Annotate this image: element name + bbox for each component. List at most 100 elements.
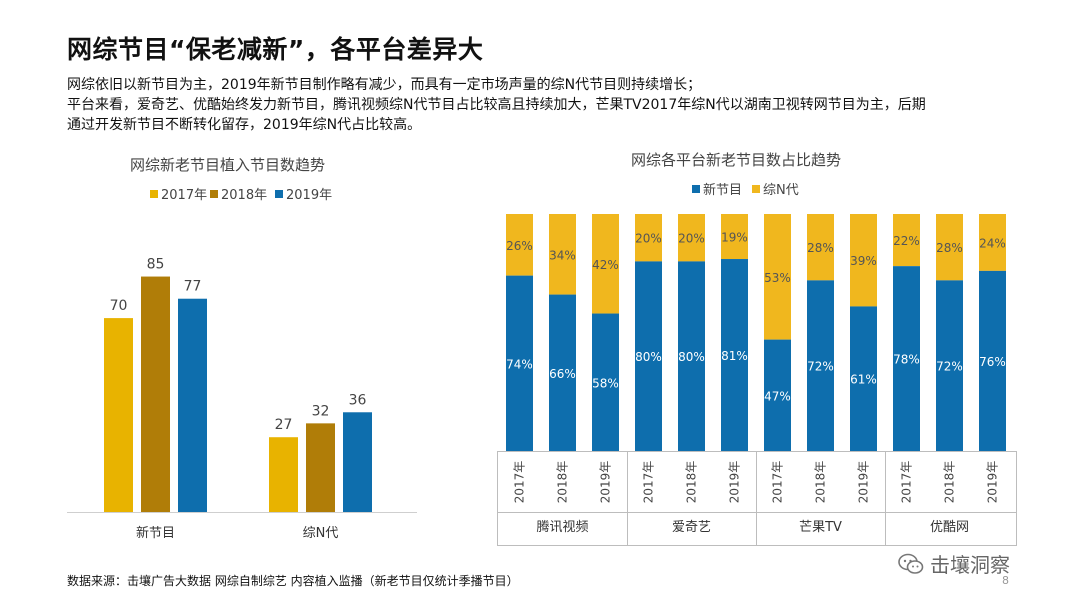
year-label: 2019年 <box>599 461 613 504</box>
year-label: 2018年 <box>556 461 570 504</box>
data-label: 34% <box>549 248 576 262</box>
data-label: 77 <box>184 279 202 295</box>
bar-segment-old <box>893 214 920 267</box>
data-label: 74% <box>506 357 533 371</box>
bar <box>306 423 335 512</box>
data-label: 36 <box>349 392 367 408</box>
chart2-title: 网综各平台新老节目数占比趋势 <box>631 151 842 169</box>
year-label: 2017年 <box>771 461 785 504</box>
data-label: 47% <box>764 389 791 403</box>
group-label: 腾讯视频 <box>536 519 588 535</box>
data-label: 26% <box>506 239 533 253</box>
bar-segment-old <box>936 214 963 281</box>
legend-label: 新节目 <box>703 182 742 198</box>
footer-source: 数据来源：击壤广告大数据 网综自制综艺 内容植入监播（新老节目仅统计季播节目） <box>67 574 519 588</box>
data-label: 53% <box>764 271 791 285</box>
legend-swatch <box>275 190 283 198</box>
bar-segment-new <box>592 313 619 451</box>
year-label: 2019年 <box>728 461 742 504</box>
page-number: 8 <box>1002 574 1009 587</box>
bar-segment-new <box>936 280 963 451</box>
data-label: 42% <box>592 258 619 272</box>
data-label: 78% <box>893 353 920 367</box>
year-label: 2019年 <box>986 461 1000 504</box>
wechat-icon <box>898 553 924 574</box>
category-label: 综N代 <box>303 526 339 541</box>
bar-segment-new <box>979 270 1006 451</box>
bar <box>178 298 207 512</box>
legend-label: 2017年 <box>161 188 207 203</box>
legend-label: 2019年 <box>286 188 332 203</box>
legend-label: 2018年 <box>221 188 267 203</box>
bar <box>269 437 298 512</box>
data-label: 28% <box>936 241 963 255</box>
watermark: 击壤洞察 <box>898 549 1010 578</box>
bar <box>104 318 133 512</box>
legend-swatch <box>752 185 760 193</box>
group-label: 爱奇艺 <box>672 519 711 535</box>
data-label: 19% <box>721 231 748 245</box>
bar-segment-old <box>979 214 1006 271</box>
bar <box>141 276 170 512</box>
bar-segment-old <box>506 214 533 276</box>
year-label: 2018年 <box>814 461 828 504</box>
bar-segment-old <box>678 214 705 262</box>
intro-line: 通过开发新节目不断转化留存，2019年综N代占比较高。 <box>67 117 422 133</box>
data-label: 76% <box>979 355 1006 369</box>
data-label: 72% <box>807 360 834 374</box>
data-label: 72% <box>936 360 963 374</box>
intro-line: 网综依旧以新节目为主，2019年新节目制作略有减少，而具有一定市场声量的综N代节… <box>67 77 702 93</box>
data-label: 66% <box>549 367 576 381</box>
bar-segment-old <box>592 214 619 314</box>
data-label: 20% <box>678 232 705 246</box>
legend-swatch <box>692 185 700 193</box>
category-label: 新节目 <box>136 525 175 541</box>
year-label: 2017年 <box>513 461 527 504</box>
group-label: 优酷网 <box>930 520 969 535</box>
data-label: 28% <box>807 241 834 255</box>
data-label: 24% <box>979 236 1006 250</box>
data-label: 80% <box>678 350 705 364</box>
bar-segment-new <box>678 261 705 451</box>
data-label: 20% <box>635 232 662 246</box>
year-label: 2017年 <box>900 461 914 504</box>
bar-segment-new <box>764 339 791 451</box>
bar-segment-new <box>721 259 748 451</box>
bar-segment-old <box>635 214 662 262</box>
bar-segment-new <box>850 306 877 451</box>
data-label: 70 <box>110 298 128 314</box>
legend-label: 综N代 <box>763 183 799 198</box>
bar-segment-old <box>850 214 877 307</box>
bar-segment-old <box>807 214 834 281</box>
legend-swatch <box>210 190 218 198</box>
year-label: 2018年 <box>943 461 957 504</box>
bar-segment-old <box>549 214 576 295</box>
bar-segment-new <box>506 275 533 451</box>
data-label: 81% <box>721 349 748 363</box>
bar-segment-new <box>635 261 662 451</box>
intro-line: 平台来看，爱奇艺、优酷始终发力新节目，腾讯视频综N代节目占比较高且持续加大，芒果… <box>67 97 926 113</box>
bar-segment-old <box>721 214 748 260</box>
chart1-title: 网综新老节目植入节目数趋势 <box>130 156 326 174</box>
intro-text: 网综依旧以新节目为主，2019年新节目制作略有减少，而具有一定市场声量的综N代节… <box>67 75 1057 135</box>
page-title: 网综节目“保老减新”，各平台差异大 <box>67 35 484 64</box>
bar-segment-old <box>764 214 791 340</box>
data-label: 85 <box>147 257 165 273</box>
watermark-text: 击壤洞察 <box>930 553 1010 577</box>
bar-segment-new <box>893 266 920 451</box>
year-label: 2017年 <box>642 461 656 504</box>
year-label: 2019年 <box>857 461 871 504</box>
data-label: 80% <box>635 350 662 364</box>
legend-swatch <box>150 190 158 198</box>
data-label: 61% <box>850 373 877 387</box>
data-label: 27 <box>275 417 293 433</box>
data-label: 22% <box>893 234 920 248</box>
data-label: 39% <box>850 254 877 268</box>
bar-segment-new <box>549 294 576 451</box>
bar-segment-new <box>807 280 834 451</box>
group-label: 芒果TV <box>799 519 842 535</box>
year-label: 2018年 <box>685 461 699 504</box>
bar <box>343 412 372 512</box>
data-label: 58% <box>592 376 619 390</box>
